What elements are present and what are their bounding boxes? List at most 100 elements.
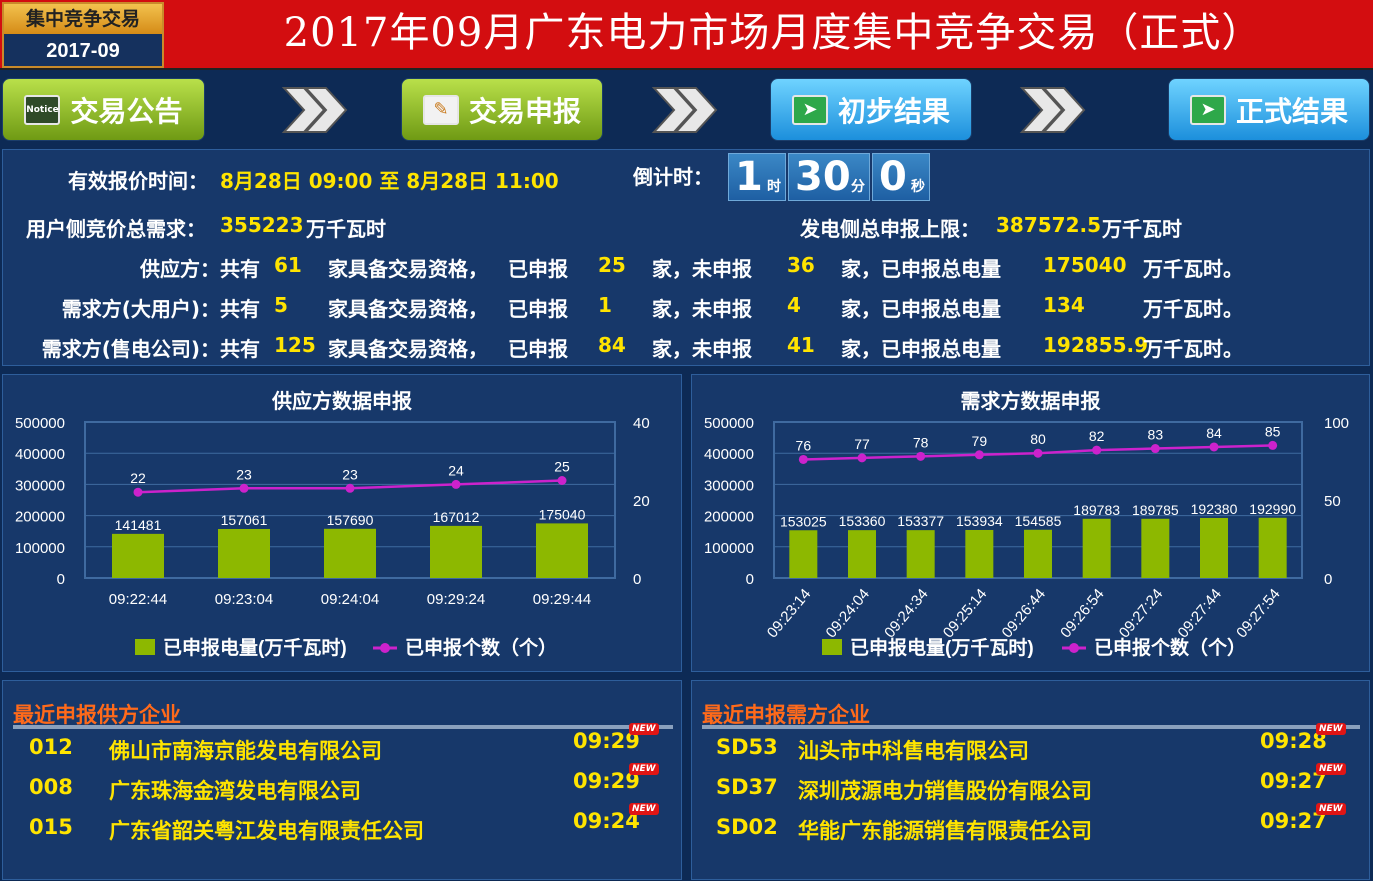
x-tick-label: 09:27:54 — [1233, 586, 1284, 642]
y-left-tick-label: 100000 — [15, 540, 65, 557]
large-user-row-label: 需求方(大用户)： — [61, 297, 220, 321]
legend-bar-swatch — [135, 639, 155, 655]
count-label: 23 — [236, 466, 252, 482]
page-title: 2017年09月广东电力市场月度集中竞争交易（正式） — [283, 10, 1263, 56]
step-button-declaration[interactable]: ✎ 交易申报 — [401, 78, 603, 141]
legend-line-label: 已申报个数（个） — [1094, 636, 1246, 659]
bar — [1082, 518, 1111, 578]
step-label: 正式结果 — [1235, 94, 1348, 128]
y-left-tick-label: 300000 — [15, 477, 65, 494]
supply-row-label: 供应方： — [140, 257, 220, 281]
legend-line-marker — [380, 643, 390, 653]
trade-type-badge: 集中竞争交易 2017-09 — [2, 2, 164, 68]
y-left-tick-label: 200000 — [15, 509, 65, 526]
bar-value-label: 189783 — [1073, 502, 1120, 518]
count-point — [857, 453, 867, 463]
large-user-energy: 134 — [1043, 293, 1085, 317]
divider — [13, 725, 673, 729]
step-button-preliminary-result[interactable]: ➤ 初步结果 — [770, 78, 972, 141]
company-code: 015 — [29, 815, 73, 839]
text-qualified: 家具备交易资格， — [328, 257, 488, 281]
company-name: 深圳茂源电力销售股份有限公司 — [798, 779, 1092, 803]
step-label: 初步结果 — [837, 94, 950, 128]
time-label: 有效报价时间： — [68, 169, 208, 193]
count-label: 77 — [854, 436, 870, 452]
x-tick-label: 09:22:44 — [109, 591, 167, 608]
text-not-declared: 家，未申报 — [652, 297, 752, 321]
count-label: 85 — [1265, 423, 1281, 439]
legend-line-label: 已申报个数（个） — [405, 636, 557, 659]
declare-time: 09:28 — [1260, 729, 1327, 753]
demand-chart-title: 需求方数据申报 — [960, 389, 1101, 413]
step-button-final-result[interactable]: ➤ 正式结果 — [1168, 78, 1370, 141]
energy-unit: 万千瓦时。 — [1143, 297, 1243, 321]
x-tick-label: 09:24:34 — [881, 586, 932, 642]
step-button-announcement[interactable]: Notice 交易公告 — [2, 78, 205, 141]
supply-chart-panel: 供应方数据申报 0 100000 200000 300000 400000 500000 0… — [2, 374, 682, 672]
supply-undeclared: 36 — [787, 253, 815, 277]
y-left-tick-label: 200000 — [704, 509, 754, 526]
count-point — [1150, 444, 1160, 454]
bar — [1200, 517, 1228, 578]
x-tick-label: 09:23:04 — [215, 591, 273, 608]
demand-value: 355223 — [220, 213, 304, 237]
supply-energy: 175040 — [1043, 253, 1127, 277]
new-badge: NEW — [629, 763, 659, 775]
countdown-seconds-value: 0 — [879, 154, 907, 200]
count-label: 80 — [1030, 431, 1046, 447]
bar — [1141, 518, 1170, 578]
x-tick-label: 09:26:54 — [1057, 586, 1108, 642]
count-label: 83 — [1148, 427, 1164, 443]
new-badge: NEW — [629, 723, 659, 735]
count-point — [916, 451, 926, 461]
count-point — [798, 454, 808, 464]
y-left-tick-label: 300000 — [704, 477, 754, 494]
bar — [536, 523, 588, 578]
retailer-declared: 84 — [598, 333, 626, 357]
demand-chart: 0 100000 200000 300000 400000 500000 0 50 100 153… — [704, 415, 1349, 659]
time-value: 8月28日 09:00 至 8月28日 11:00 — [220, 169, 559, 193]
text-total-energy: 家，已申报总电量 — [841, 257, 1001, 281]
chevron-right-icon — [1019, 87, 1086, 133]
y-left-tick-label: 0 — [746, 571, 754, 588]
bar-value-label: 157061 — [221, 512, 268, 528]
count-point — [557, 476, 567, 485]
notice-board-icon: Notice — [24, 94, 61, 125]
generation-label: 发电侧总申报上限： — [800, 217, 980, 241]
demand-chart-panel: 需求方数据申报 0 100000 200000 300000 400000 500000 0… — [691, 374, 1370, 672]
count-label: 78 — [913, 434, 929, 450]
text-qualified: 家具备交易资格， — [328, 297, 488, 321]
bar-value-label: 153934 — [956, 513, 1003, 529]
text-total-energy: 家，已申报总电量 — [841, 337, 1001, 361]
text-qualified: 家具备交易资格， — [328, 337, 488, 361]
countdown-label: 倒计时： — [633, 165, 713, 189]
y-left-tick-label: 400000 — [704, 446, 754, 463]
bar — [1024, 529, 1052, 578]
legend-line-marker — [1069, 643, 1079, 653]
y-right-tick-label: 0 — [633, 571, 641, 588]
count-label: 23 — [342, 466, 358, 482]
chevron-right-icon — [651, 87, 718, 133]
bar-value-label: 192380 — [1191, 501, 1238, 517]
bar — [324, 528, 376, 578]
company-code: SD37 — [716, 775, 778, 799]
recent-demand-panel: 最近申报需方企业 SD53 汕头市中科售电有限公司 09:28 NEW SD37 深圳茂源… — [691, 680, 1370, 880]
y-left-tick-label: 500000 — [15, 415, 65, 432]
declare-time: 09:29 — [573, 769, 640, 793]
y-left-tick-label: 400000 — [15, 446, 65, 463]
badge-month-label: 2017-09 — [46, 40, 120, 62]
company-code: SD02 — [716, 815, 778, 839]
bar — [848, 530, 876, 578]
countdown-minutes-value: 30 — [795, 154, 851, 200]
new-badge: NEW — [1316, 763, 1346, 775]
count-label: 24 — [448, 462, 464, 478]
badge-type-label: 集中竞争交易 — [4, 4, 162, 34]
energy-unit: 万千瓦时。 — [1143, 257, 1243, 281]
legend-bar-label: 已申报电量(万千瓦时) — [163, 636, 347, 659]
company-code: 012 — [29, 735, 73, 759]
new-badge: NEW — [1316, 723, 1346, 735]
bar — [430, 525, 482, 578]
bar-value-label: 153377 — [897, 513, 944, 529]
bar — [1258, 517, 1287, 578]
company-name: 广东省韶关粤江发电有限责任公司 — [109, 819, 424, 843]
